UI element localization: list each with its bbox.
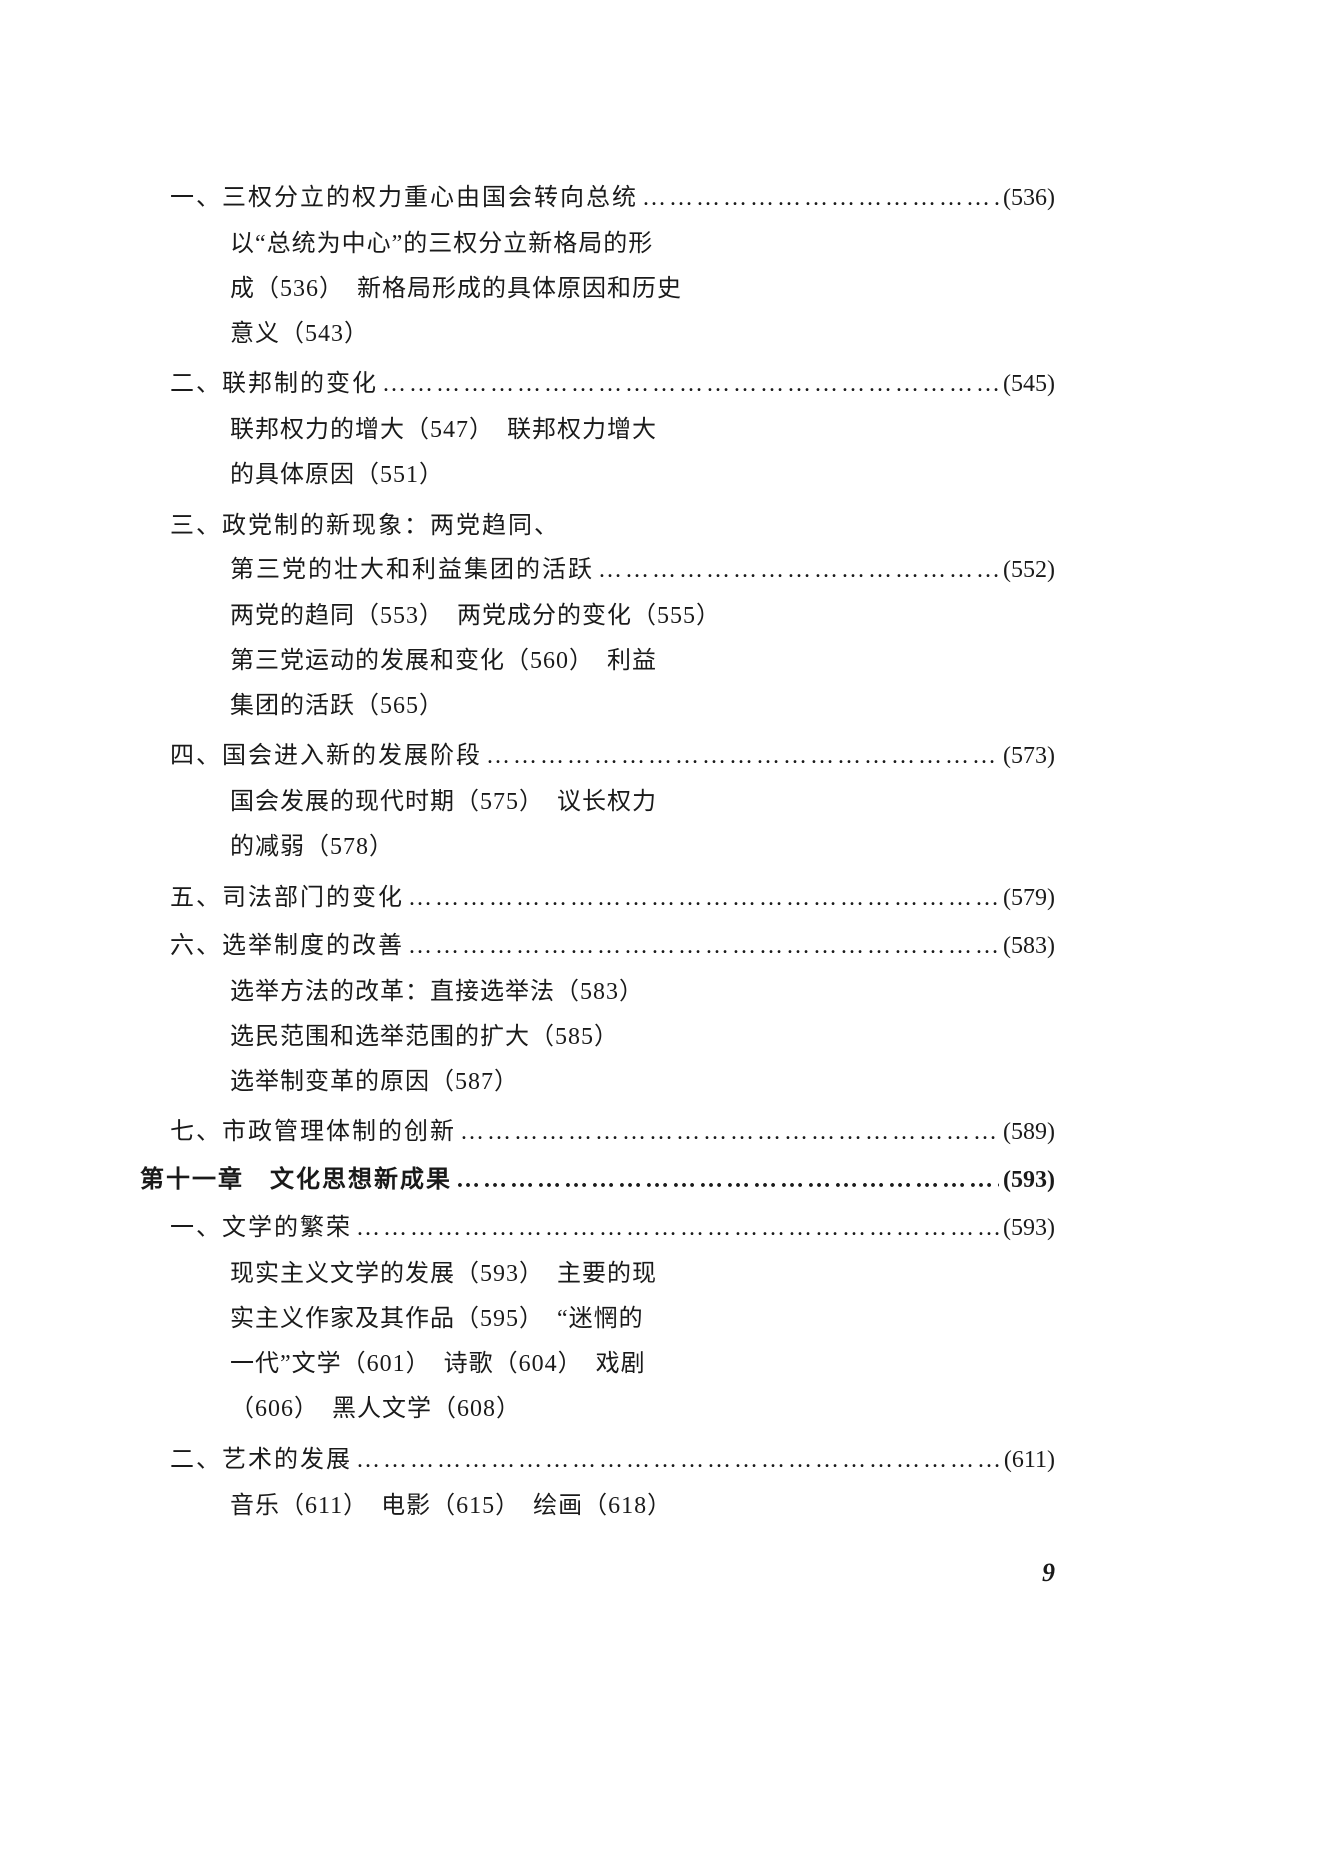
toc-block: 二、艺术的发展…………………………………………………………………………(611)… — [170, 1442, 1055, 1527]
toc-page-ref: (611) — [1004, 1442, 1055, 1478]
toc-label: 六、选举制度的改善 — [170, 928, 404, 964]
toc-page-ref: (536) — [1003, 180, 1055, 216]
toc-subline: 意义（543） — [230, 314, 1055, 355]
toc-label: 四、国会进入新的发展阶段 — [170, 738, 482, 774]
toc-label: 一、三权分立的权力重心由国会转向总统 — [170, 180, 638, 216]
toc-block: 五、司法部门的变化…………………………………………………………………………(57… — [170, 880, 1055, 916]
toc-subline: 以“总统为中心”的三权分立新格局的形 — [230, 224, 1055, 265]
toc-entry: 五、司法部门的变化…………………………………………………………………………(57… — [170, 880, 1055, 916]
toc-label: 二、联邦制的变化 — [170, 366, 378, 402]
toc-entry: 一、文学的繁荣…………………………………………………………………………(593) — [170, 1210, 1055, 1246]
toc-dots: ………………………………………………………………………… — [598, 552, 999, 588]
toc-chapter-entry: 第十一章 文化思想新成果…………………………………………………………………………… — [140, 1162, 1055, 1198]
toc-dots: ………………………………………………………………………… — [642, 180, 999, 216]
toc-dots: ………………………………………………………………………… — [382, 366, 999, 402]
toc-subline: 音乐（611） 电影（615） 绘画（618） — [230, 1486, 1055, 1527]
toc-block: 一、文学的繁荣…………………………………………………………………………(593)… — [170, 1210, 1055, 1429]
toc-subline: 选民范围和选举范围的扩大（585） — [230, 1017, 1055, 1058]
toc-page-ref: (552) — [1003, 552, 1055, 588]
toc-entry: 二、艺术的发展…………………………………………………………………………(611) — [170, 1442, 1055, 1478]
toc-subline: 选举制变革的原因（587） — [230, 1062, 1055, 1103]
toc-block: 七、市政管理体制的创新…………………………………………………………………………(… — [170, 1114, 1055, 1150]
toc-page-ref: (579) — [1003, 880, 1055, 916]
toc-dots: ………………………………………………………………………… — [356, 1210, 999, 1246]
toc-entry: 一、三权分立的权力重心由国会转向总统…………………………………………………………… — [170, 180, 1055, 216]
toc-dots: ………………………………………………………………………… — [456, 1162, 999, 1198]
toc-subline: 一代”文学（601） 诗歌（604） 戏剧 — [230, 1344, 1055, 1385]
toc-label: 五、司法部门的变化 — [170, 880, 404, 916]
toc-block: 三、政党制的新现象：两党趋同、第三党的壮大和利益集团的活跃……………………………… — [170, 508, 1055, 726]
toc-dots: ………………………………………………………………………… — [486, 738, 999, 774]
toc-entry: 六、选举制度的改善…………………………………………………………………………(58… — [170, 928, 1055, 964]
toc-label: 二、艺术的发展 — [170, 1442, 352, 1478]
toc-subline: 国会发展的现代时期（575） 议长权力 — [230, 782, 1055, 823]
toc-label: 第十一章 文化思想新成果 — [140, 1162, 452, 1198]
toc-container: 一、三权分立的权力重心由国会转向总统…………………………………………………………… — [170, 180, 1055, 1526]
toc-subline: 联邦权力的增大（547） 联邦权力增大 — [230, 410, 1055, 451]
toc-subline: 的减弱（578） — [230, 827, 1055, 868]
toc-label: 第三党的壮大和利益集团的活跃 — [230, 552, 594, 588]
toc-subline: 实主义作家及其作品（595） “迷惘的 — [230, 1299, 1055, 1340]
toc-page-ref: (593) — [1003, 1162, 1055, 1198]
toc-page-ref: (573) — [1003, 738, 1055, 774]
page-number: 9 — [1042, 1558, 1055, 1588]
toc-entry: 七、市政管理体制的创新…………………………………………………………………………(… — [170, 1114, 1055, 1150]
toc-entry: 三、政党制的新现象：两党趋同、 — [170, 508, 1055, 544]
toc-block: 二、联邦制的变化…………………………………………………………………………(545… — [170, 366, 1055, 496]
toc-page-ref: (545) — [1003, 366, 1055, 402]
toc-subline: 的具体原因（551） — [230, 455, 1055, 496]
toc-dots: ………………………………………………………………………… — [408, 928, 999, 964]
toc-subline: 现实主义文学的发展（593） 主要的现 — [230, 1254, 1055, 1295]
toc-page-ref: (583) — [1003, 928, 1055, 964]
toc-block: 四、国会进入新的发展阶段…………………………………………………………………………… — [170, 738, 1055, 868]
toc-subline: 两党的趋同（553） 两党成分的变化（555） — [230, 596, 1055, 637]
toc-block: 一、三权分立的权力重心由国会转向总统…………………………………………………………… — [170, 180, 1055, 354]
toc-label: 三、政党制的新现象：两党趋同、 — [170, 508, 560, 544]
toc-subline: 第三党运动的发展和变化（560） 利益 — [230, 641, 1055, 682]
toc-subline: 集团的活跃（565） — [230, 686, 1055, 727]
toc-page-ref: (589) — [1003, 1114, 1055, 1150]
toc-label: 一、文学的繁荣 — [170, 1210, 352, 1246]
toc-page: 一、三权分立的权力重心由国会转向总统…………………………………………………………… — [170, 180, 1055, 1538]
toc-subline: 选举方法的改革：直接选举法（583） — [230, 972, 1055, 1013]
toc-block: 六、选举制度的改善…………………………………………………………………………(58… — [170, 928, 1055, 1102]
toc-dots: ………………………………………………………………………… — [460, 1114, 999, 1150]
toc-dots: ………………………………………………………………………… — [356, 1442, 1000, 1478]
toc-subline: 成（536） 新格局形成的具体原因和历史 — [230, 269, 1055, 310]
toc-block: 第十一章 文化思想新成果…………………………………………………………………………… — [170, 1162, 1055, 1198]
toc-subline: （606） 黑人文学（608） — [230, 1389, 1055, 1430]
toc-entry: 四、国会进入新的发展阶段…………………………………………………………………………… — [170, 738, 1055, 774]
toc-page-ref: (593) — [1003, 1210, 1055, 1246]
toc-dots: ………………………………………………………………………… — [408, 880, 999, 916]
toc-entry: 二、联邦制的变化…………………………………………………………………………(545… — [170, 366, 1055, 402]
toc-label: 七、市政管理体制的创新 — [170, 1114, 456, 1150]
toc-entry: 第三党的壮大和利益集团的活跃……………………………………………………………………… — [230, 552, 1055, 588]
